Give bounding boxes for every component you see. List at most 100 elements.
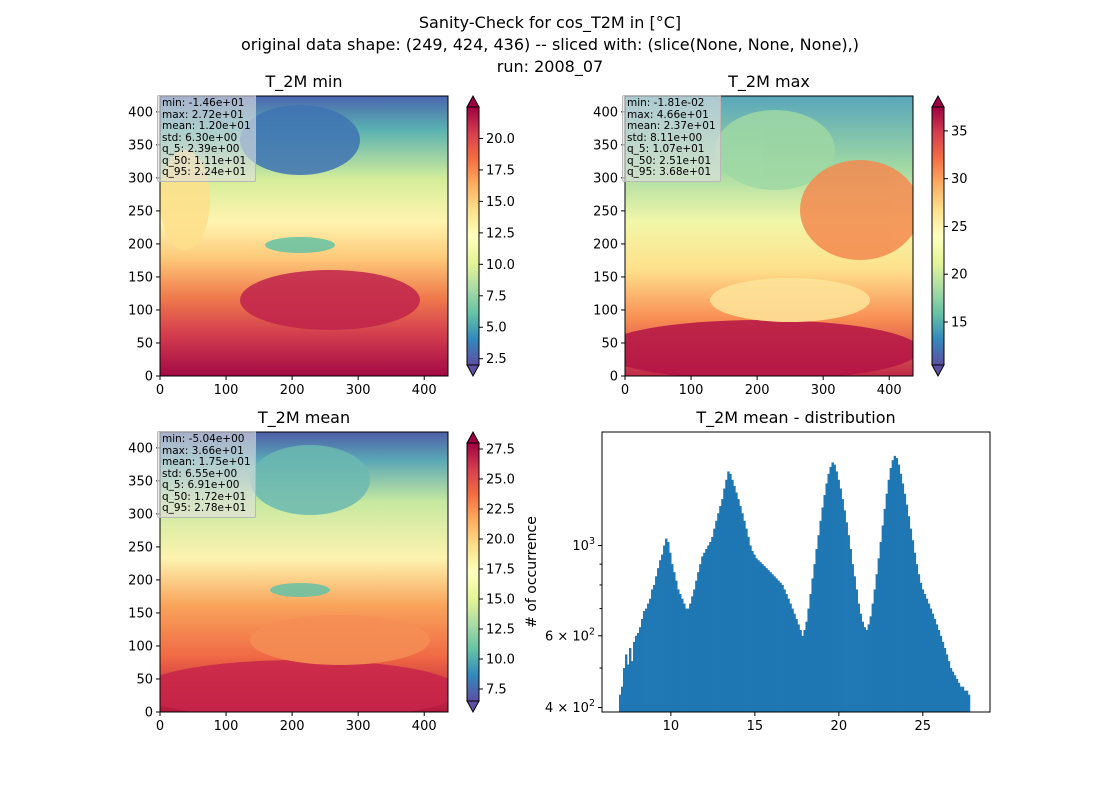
histogram-bar — [751, 550, 754, 712]
colorbar-gradient — [466, 442, 480, 702]
colorbar-max: 15 20 25 30 35 — [931, 94, 968, 378]
histogram-bar — [877, 558, 881, 712]
histogram-bar — [797, 624, 800, 712]
x-tick-label: 400 — [412, 383, 437, 398]
histogram-bar — [805, 621, 808, 712]
x-tick-label: 100 — [679, 383, 704, 398]
stats-box-mean: min: -5.04e+00 max: 3.66e+01 mean: 1.75e… — [157, 431, 256, 518]
histogram-bar — [725, 479, 728, 712]
axes-min: 0 100 200 300 400 0 50 100 150 200 250 300 350 400 — [128, 95, 449, 398]
histogram-bar — [817, 535, 820, 712]
colorbar-tick-label: 15.0 — [486, 593, 515, 608]
figure-title-line-3: run: 2008_07 — [496, 57, 604, 76]
histogram-bar — [753, 554, 756, 712]
histogram-bar — [929, 608, 933, 712]
histogram-bar — [635, 635, 638, 712]
histogram-bar — [857, 603, 860, 712]
stat-min: min: -5.04e+00 — [162, 433, 245, 445]
histogram-bar — [705, 549, 708, 712]
axes-max: 0 100 200 300 400 0 50 100 150 200 250 300 350 400 — [593, 95, 914, 398]
heatmap-mean-alps — [270, 583, 330, 597]
histogram-bar — [667, 541, 670, 712]
histogram-bar — [923, 594, 927, 712]
histogram-bar — [767, 570, 770, 712]
histogram-bar — [741, 513, 744, 712]
histogram-bar — [755, 558, 758, 712]
histogram-bar — [907, 516, 911, 712]
histogram-bar — [711, 536, 714, 712]
histogram-bar — [739, 506, 742, 712]
histogram-bar — [657, 568, 660, 712]
histogram-bar — [747, 536, 750, 712]
histogram-bar — [679, 594, 682, 712]
histogram-bar — [837, 479, 840, 712]
histogram-axes: 10 15 20 25 4 × 102 6 × 102 103 — [545, 431, 991, 734]
x-tick-label: 200 — [280, 383, 305, 398]
histogram-bar — [833, 464, 836, 712]
histogram-bar — [963, 690, 967, 712]
histogram-bar — [835, 471, 838, 712]
colorbar-tick-label: 12.5 — [486, 623, 515, 638]
histogram-bar — [841, 499, 844, 712]
colorbar-min: 2.5 5.0 7.5 10.0 12.5 15.0 17.5 20.0 — [466, 94, 515, 378]
stats-box-max: min: -1.81e-02 max: 4.66e+01 mean: 2.37e… — [622, 95, 721, 182]
histogram-bar — [769, 572, 772, 712]
histogram-bar — [813, 564, 816, 712]
histogram-bar — [757, 560, 760, 712]
histogram-bar — [801, 635, 804, 712]
histogram-bar — [871, 603, 875, 712]
colorbar-extend-min — [466, 364, 480, 378]
histogram-bar — [645, 608, 648, 712]
axes-frame — [624, 95, 914, 377]
histogram-bar — [819, 520, 822, 712]
x-tick-label: 200 — [745, 383, 770, 398]
histogram-bar — [699, 564, 702, 712]
axes-mean: 0 100 200 300 400 0 50 100 150 200 250 300 350 400 — [128, 431, 449, 734]
histogram-bar — [701, 556, 704, 712]
histogram-bar — [851, 564, 854, 712]
y-tick-label: 50 — [136, 672, 153, 687]
x-tick-label: 0 — [156, 383, 164, 398]
stat-q5: q_5: 6.91e+00 — [162, 479, 240, 491]
histogram-bar — [911, 540, 915, 712]
stat-mean: mean: 2.37e+01 — [627, 120, 716, 132]
x-tick-label: 0 — [621, 383, 629, 398]
x-tick-label: 300 — [346, 383, 371, 398]
x-tick-label: 200 — [280, 719, 305, 734]
colorbar-tick-label: 7.5 — [486, 683, 507, 698]
histogram-bar — [683, 603, 686, 712]
y-tick-label: 200 — [128, 573, 153, 588]
x-tick-label: 300 — [346, 719, 371, 734]
x-tick-label: 10 — [663, 719, 680, 734]
x-tick-label: 25 — [915, 719, 932, 734]
histogram-bar — [849, 549, 852, 712]
heatmap-max-north-africa — [625, 320, 913, 376]
colorbar-tick-label: 10.0 — [486, 258, 515, 273]
colorbar-extend-min — [466, 700, 480, 714]
histogram-bar — [620, 686, 624, 712]
y-tick-label: 150 — [128, 606, 153, 621]
y-tick-label: 300 — [593, 171, 618, 186]
heatmap-mean-scandinavia — [250, 445, 370, 515]
histogram-bar — [889, 468, 893, 712]
stat-q5: q_5: 1.07e+01 — [627, 143, 705, 155]
histogram-bar — [891, 460, 895, 712]
histogram-bar — [630, 661, 634, 712]
axes-frame — [159, 95, 449, 377]
histogram-bar — [905, 504, 909, 712]
x-tick-label: 100 — [214, 383, 239, 398]
histogram-bar — [893, 455, 897, 712]
histogram-bar — [735, 492, 738, 712]
histogram-bar — [793, 613, 796, 712]
histogram-bar — [933, 618, 937, 712]
y-tick-label: 250 — [593, 204, 618, 219]
histogram-bar — [869, 616, 872, 712]
histogram-bar — [861, 621, 864, 712]
stat-q95: q_95: 2.24e+01 — [162, 166, 247, 178]
y-tick-label: 6 × 102 — [545, 626, 595, 644]
stat-std: std: 8.11e+00 — [627, 131, 703, 144]
stat-q50: q_50: 1.11e+01 — [162, 154, 247, 167]
histogram-bar — [825, 483, 828, 712]
histogram-bar — [913, 552, 917, 712]
y-tick-label: 350 — [128, 138, 153, 153]
